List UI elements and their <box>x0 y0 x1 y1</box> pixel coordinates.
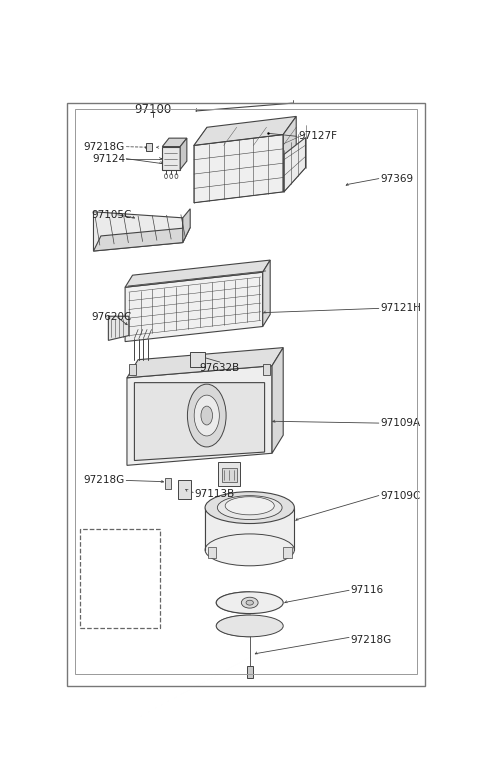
Ellipse shape <box>216 615 283 637</box>
Ellipse shape <box>225 497 274 515</box>
Polygon shape <box>127 347 283 378</box>
Text: AIR CON): AIR CON) <box>96 539 145 550</box>
Text: 97124: 97124 <box>92 154 125 164</box>
Ellipse shape <box>246 601 253 605</box>
Polygon shape <box>125 272 263 342</box>
Polygon shape <box>218 463 240 486</box>
Ellipse shape <box>217 495 282 520</box>
Polygon shape <box>127 365 272 466</box>
FancyBboxPatch shape <box>247 666 252 678</box>
Polygon shape <box>194 116 296 145</box>
Ellipse shape <box>216 592 283 614</box>
Polygon shape <box>91 577 97 597</box>
Circle shape <box>187 384 226 447</box>
FancyBboxPatch shape <box>283 547 292 557</box>
Polygon shape <box>162 138 187 147</box>
Text: 97109A: 97109A <box>380 418 420 428</box>
Polygon shape <box>205 507 294 566</box>
Text: 97218G: 97218G <box>84 142 125 151</box>
FancyBboxPatch shape <box>190 353 205 367</box>
Text: 97105C: 97105C <box>92 210 132 220</box>
Polygon shape <box>97 572 120 602</box>
Polygon shape <box>272 347 283 453</box>
FancyBboxPatch shape <box>263 364 270 375</box>
Text: 97620C: 97620C <box>92 313 132 322</box>
Text: 97116: 97116 <box>350 586 384 595</box>
Polygon shape <box>180 138 187 169</box>
FancyBboxPatch shape <box>129 364 136 375</box>
Text: 97632B: 97632B <box>200 363 240 373</box>
FancyBboxPatch shape <box>146 143 152 151</box>
FancyBboxPatch shape <box>165 478 171 489</box>
Polygon shape <box>134 383 264 460</box>
Polygon shape <box>222 468 237 481</box>
Circle shape <box>194 395 219 436</box>
Text: 97218G: 97218G <box>350 635 391 645</box>
Polygon shape <box>94 212 183 251</box>
Polygon shape <box>216 592 250 637</box>
Text: 97109C: 97109C <box>380 491 420 500</box>
Polygon shape <box>97 565 125 572</box>
Text: 97218G: 97218G <box>84 475 125 485</box>
Polygon shape <box>94 227 190 251</box>
FancyBboxPatch shape <box>207 547 216 557</box>
Text: 97100: 97100 <box>134 103 172 116</box>
FancyBboxPatch shape <box>178 481 192 499</box>
Text: (W/FULL AUTO: (W/FULL AUTO <box>81 531 160 541</box>
Polygon shape <box>183 209 190 242</box>
Polygon shape <box>284 137 305 192</box>
Text: 97113B: 97113B <box>194 488 234 499</box>
Text: 97127F: 97127F <box>298 132 337 141</box>
Polygon shape <box>108 316 129 340</box>
Text: 97121H: 97121H <box>380 303 421 314</box>
Ellipse shape <box>241 597 258 608</box>
Polygon shape <box>162 147 180 169</box>
Circle shape <box>201 406 213 425</box>
Ellipse shape <box>205 492 294 524</box>
Polygon shape <box>263 260 270 326</box>
Polygon shape <box>125 260 270 287</box>
Polygon shape <box>283 116 296 192</box>
Text: 97369: 97369 <box>380 173 413 183</box>
Text: 97176E: 97176E <box>101 616 141 626</box>
Polygon shape <box>194 135 283 203</box>
FancyBboxPatch shape <box>81 528 160 628</box>
